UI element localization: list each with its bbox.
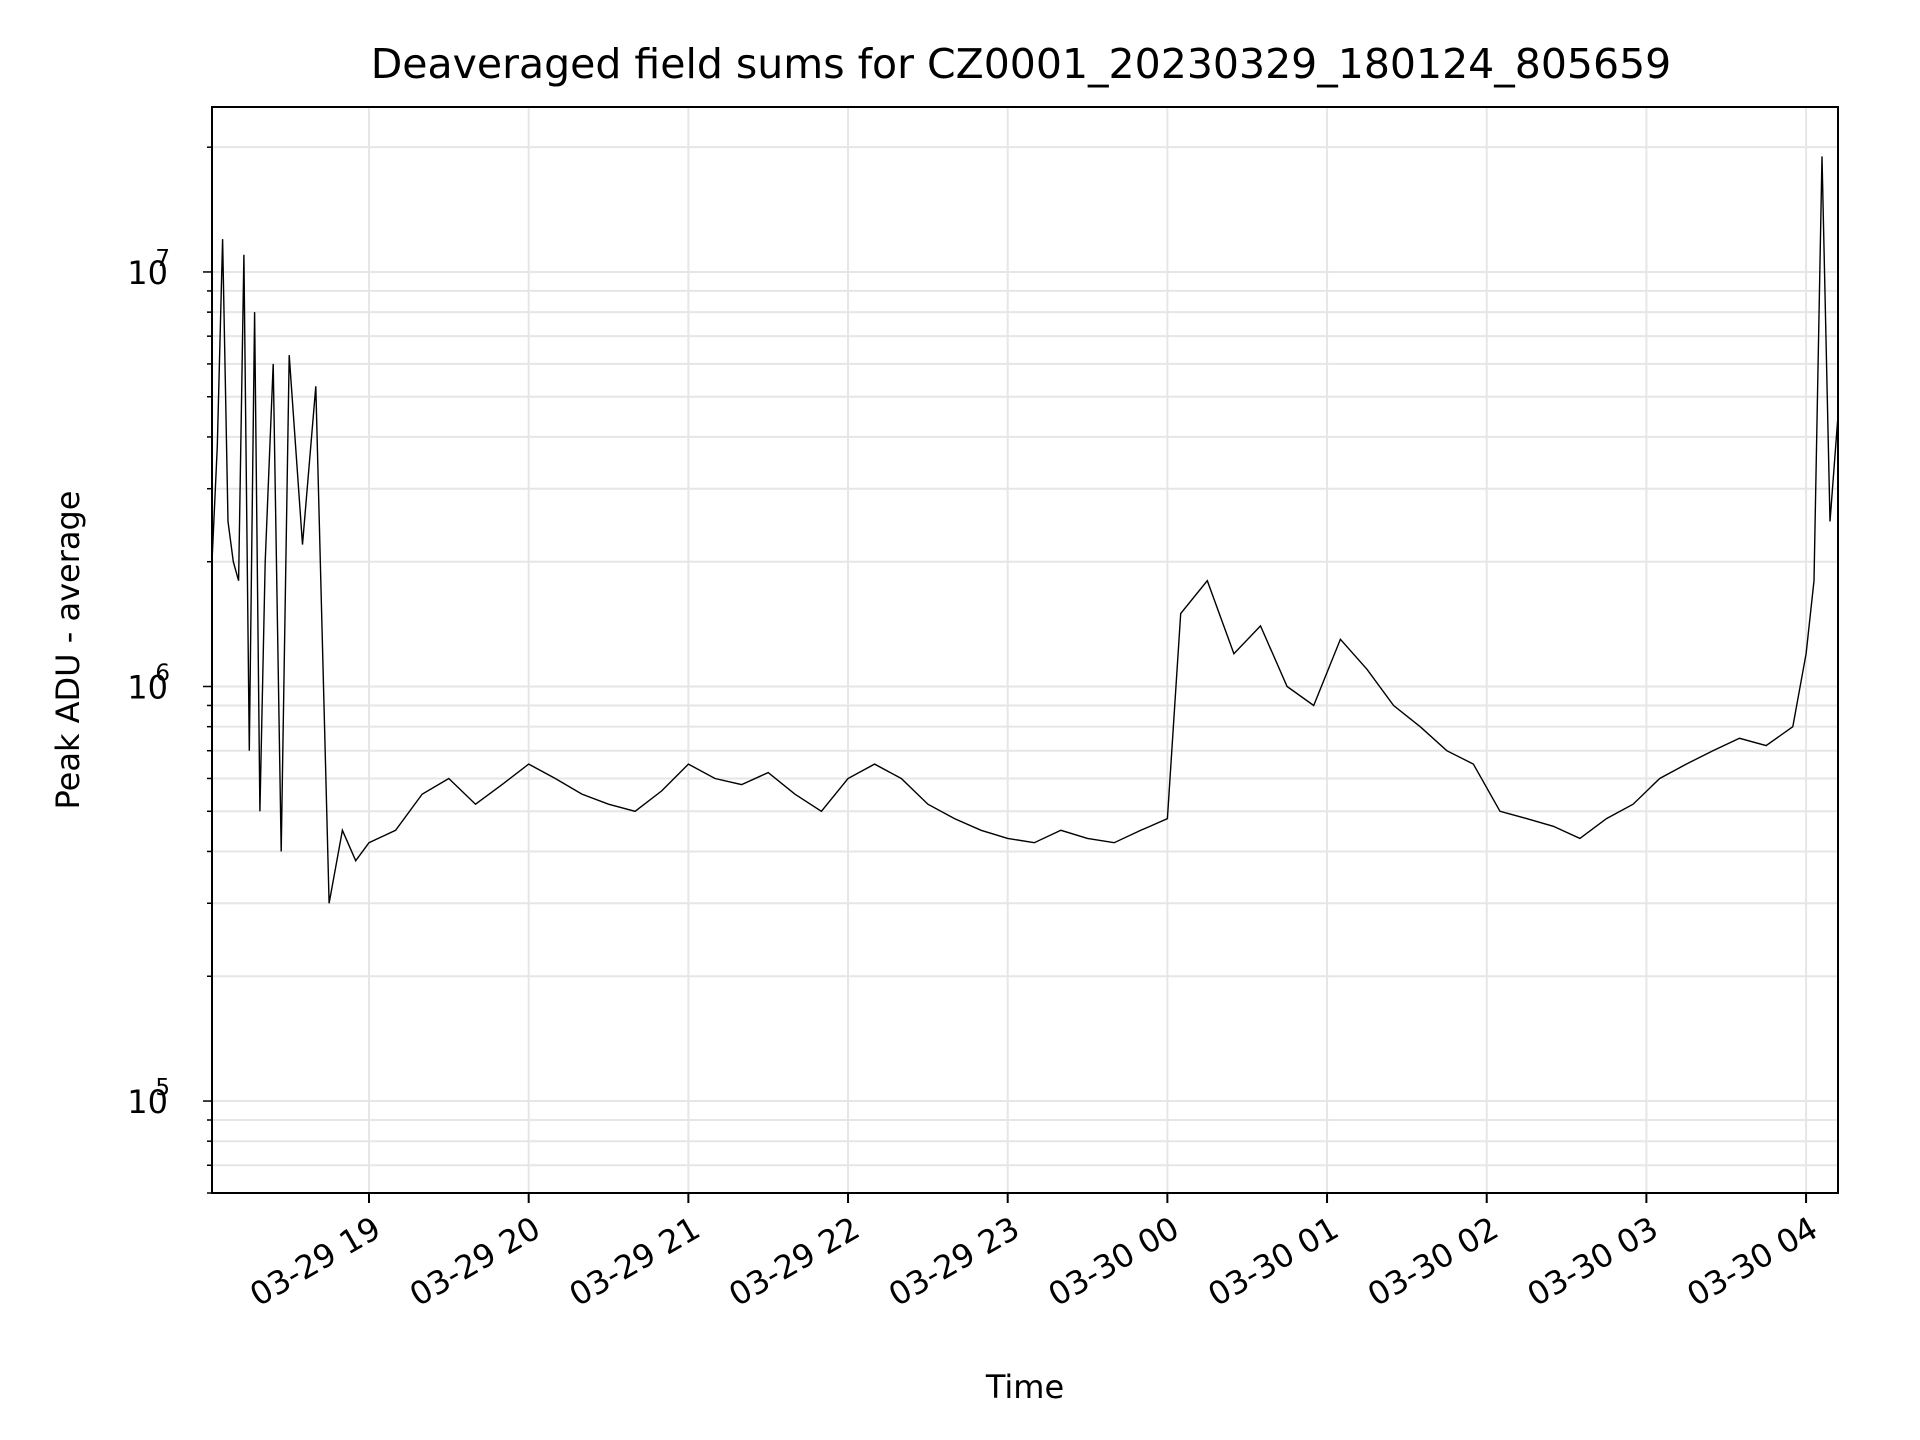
- chart-title: Deaveraged field sums for CZ0001_2023032…: [371, 40, 1672, 88]
- y-axis-label: Peak ADU - average: [49, 491, 87, 810]
- y-tick-label: 10: [127, 254, 168, 292]
- y-tick-exponent: 7: [155, 246, 170, 272]
- series-polyline: [211, 156, 1839, 904]
- y-tick-exponent: 5: [155, 1075, 170, 1101]
- y-tick-exponent: 6: [155, 660, 170, 686]
- grid-lines: [212, 107, 1838, 1194]
- y-tick-label: 10: [127, 668, 168, 706]
- x-axis-label: Time: [985, 1368, 1064, 1406]
- y-tick-label: 10: [127, 1083, 168, 1121]
- series-line: [211, 156, 1839, 904]
- plot-area-frame: [211, 106, 1839, 1194]
